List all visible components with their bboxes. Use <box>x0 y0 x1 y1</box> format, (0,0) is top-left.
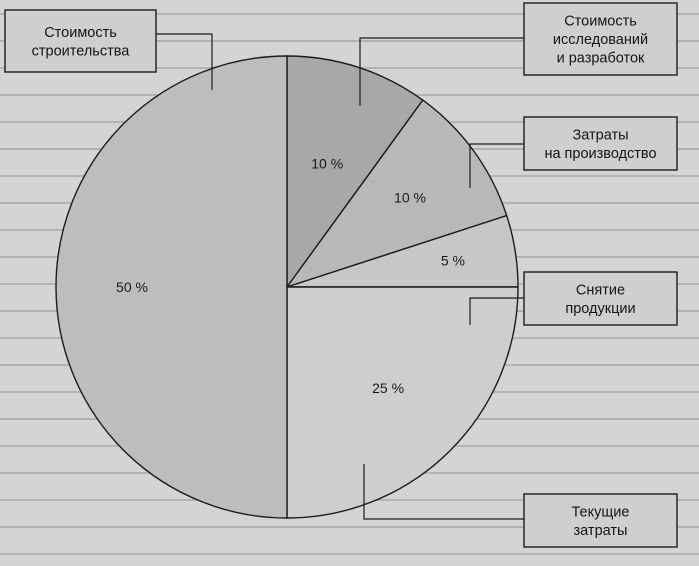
slice-percent-label: 50 % <box>116 279 148 295</box>
callout-boxes: Стоимость исследований и разработок Затраты… <box>4 2 678 548</box>
callout-box-frame <box>523 493 678 548</box>
callout-label-line: Стоимость <box>564 14 637 30</box>
pie-slices <box>55 55 519 519</box>
callout-label-line: Стоимость <box>44 25 117 41</box>
leader-line <box>359 37 524 106</box>
callout-label-line: на производство <box>544 146 656 162</box>
callout-box: Снятие продукции <box>523 271 678 326</box>
leader-line <box>363 464 524 520</box>
pie-slice <box>285 99 508 289</box>
leader-line <box>469 143 524 188</box>
slice-percent-label: 10 % <box>311 155 343 171</box>
callout-box: Текущие затраты <box>523 493 678 548</box>
pie-slice <box>55 55 288 519</box>
callout-label-line: затраты <box>574 523 628 539</box>
callout-box: Стоимость исследований и разработок <box>523 2 678 76</box>
callout-label-line: исследований <box>553 32 648 48</box>
leader-lines <box>156 33 524 520</box>
pie-slice <box>286 286 519 519</box>
callout-box: Затраты на производство <box>523 116 678 171</box>
pie-slice <box>286 55 424 290</box>
callout-box-frame <box>4 9 157 73</box>
leader-line <box>156 33 213 90</box>
callout-label-line: Снятие <box>576 282 625 298</box>
callout-label-line: продукции <box>565 301 635 317</box>
callout-box: Стоимость строительства <box>4 9 157 73</box>
slice-percent-label: 25 % <box>372 380 404 396</box>
callout-box-frame <box>523 2 678 76</box>
leader-line <box>469 297 524 325</box>
callout-label-line: Текущие <box>572 504 630 520</box>
callout-label-line: и разработок <box>557 51 645 67</box>
callout-box-frame <box>523 271 678 326</box>
callout-label-line: Затраты <box>572 127 628 143</box>
slice-percent-label: 5 % <box>441 253 465 269</box>
callout-label-line: строительства <box>32 43 131 59</box>
slice-percent-label: 10 % <box>394 190 426 206</box>
percent-labels: 10 % 10 % 5 % 25 % 50 % <box>116 155 465 396</box>
callout-box-frame <box>523 116 678 171</box>
